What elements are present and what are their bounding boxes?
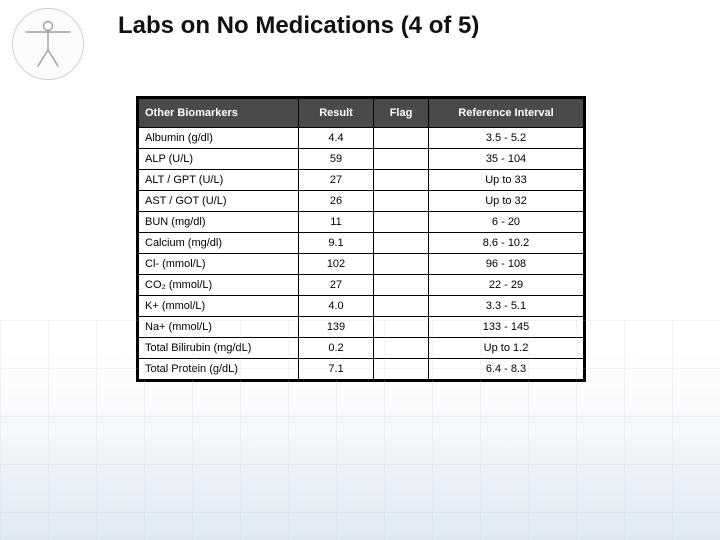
cell-flag <box>374 296 429 317</box>
cell-name: Cl- (mmol/L) <box>139 254 299 275</box>
cell-flag <box>374 191 429 212</box>
col-header-name: Other Biomarkers <box>139 99 299 128</box>
cell-result: 59 <box>299 149 374 170</box>
cell-ref: Up to 32 <box>429 191 584 212</box>
col-header-result: Result <box>299 99 374 128</box>
cell-name: Calcium (mg/dl) <box>139 233 299 254</box>
cell-name: Total Bilirubin (mg/dL) <box>139 338 299 359</box>
cell-result: 4.4 <box>299 128 374 149</box>
cell-result: 0.2 <box>299 338 374 359</box>
cell-result: 9.1 <box>299 233 374 254</box>
table-row: ALT / GPT (U/L)27 Up to 33 <box>139 170 584 191</box>
cell-name: CO₂ (mmol/L) <box>139 275 299 296</box>
cell-flag <box>374 233 429 254</box>
cell-name: ALT / GPT (U/L) <box>139 170 299 191</box>
cell-result: 11 <box>299 212 374 233</box>
cell-name: AST / GOT (U/L) <box>139 191 299 212</box>
table-row: Albumin (g/dl)4.4 3.5 - 5.2 <box>139 128 584 149</box>
cell-result: 27 <box>299 170 374 191</box>
col-header-flag: Flag <box>374 99 429 128</box>
cell-ref: 8.6 - 10.2 <box>429 233 584 254</box>
cell-ref: 96 - 108 <box>429 254 584 275</box>
cell-flag <box>374 338 429 359</box>
cell-ref: 6 - 20 <box>429 212 584 233</box>
cell-ref: 35 - 104 <box>429 149 584 170</box>
cell-name: K+ (mmol/L) <box>139 296 299 317</box>
cell-flag <box>374 212 429 233</box>
table-row: ALP (U/L)59 35 - 104 <box>139 149 584 170</box>
table-row: Total Bilirubin (mg/dL)0.2 Up to 1.2 <box>139 338 584 359</box>
table-header-row: Other Biomarkers Result Flag Reference I… <box>139 99 584 128</box>
cell-flag <box>374 317 429 338</box>
logo-circle <box>12 8 84 80</box>
table-row: K+ (mmol/L)4.0 3.3 - 5.1 <box>139 296 584 317</box>
col-header-ref: Reference Interval <box>429 99 584 128</box>
cell-ref: Up to 1.2 <box>429 338 584 359</box>
table-row: Total Protein (g/dL)7.1 6.4 - 8.3 <box>139 359 584 380</box>
cell-flag <box>374 254 429 275</box>
cell-name: BUN (mg/dl) <box>139 212 299 233</box>
cell-ref: 3.5 - 5.2 <box>429 128 584 149</box>
cell-flag <box>374 359 429 380</box>
cell-flag <box>374 128 429 149</box>
cell-flag <box>374 275 429 296</box>
table-row: Calcium (mg/dl)9.1 8.6 - 10.2 <box>139 233 584 254</box>
cell-ref: 22 - 29 <box>429 275 584 296</box>
cell-flag <box>374 170 429 191</box>
table-row: Na+ (mmol/L)139 133 - 145 <box>139 317 584 338</box>
page-title: Labs on No Medications (4 of 5) <box>118 12 479 40</box>
table-row: BUN (mg/dl)11 6 - 20 <box>139 212 584 233</box>
cell-ref: 3.3 - 5.1 <box>429 296 584 317</box>
table-row: AST / GOT (U/L)26 Up to 32 <box>139 191 584 212</box>
cell-result: 27 <box>299 275 374 296</box>
table-row: Cl- (mmol/L)102 96 - 108 <box>139 254 584 275</box>
table-row: CO₂ (mmol/L)27 22 - 29 <box>139 275 584 296</box>
cell-result: 4.0 <box>299 296 374 317</box>
cell-ref: 6.4 - 8.3 <box>429 359 584 380</box>
cell-result: 139 <box>299 317 374 338</box>
cell-result: 26 <box>299 191 374 212</box>
biomarkers-table: Other Biomarkers Result Flag Reference I… <box>138 98 584 380</box>
cell-name: Total Protein (g/dL) <box>139 359 299 380</box>
cell-result: 102 <box>299 254 374 275</box>
cell-result: 7.1 <box>299 359 374 380</box>
cell-flag <box>374 149 429 170</box>
vitruvian-figure-icon <box>20 14 76 75</box>
cell-name: ALP (U/L) <box>139 149 299 170</box>
cell-ref: Up to 33 <box>429 170 584 191</box>
biomarkers-table-wrap: Other Biomarkers Result Flag Reference I… <box>136 96 586 382</box>
cell-name: Albumin (g/dl) <box>139 128 299 149</box>
cell-name: Na+ (mmol/L) <box>139 317 299 338</box>
cell-ref: 133 - 145 <box>429 317 584 338</box>
